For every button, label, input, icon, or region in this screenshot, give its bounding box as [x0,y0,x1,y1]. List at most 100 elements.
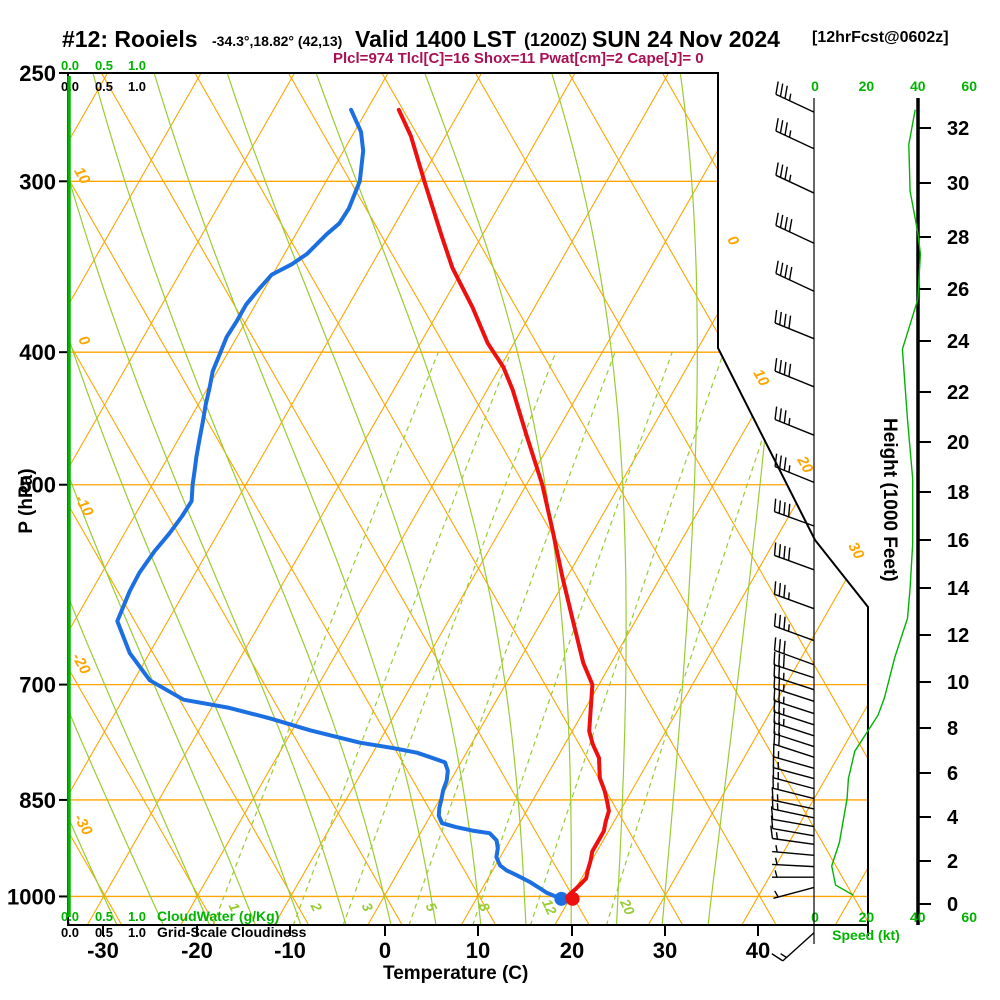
cloudwater-scale-top: 0.5 [95,58,113,73]
mixing-ratio-label: 12 [539,896,560,917]
parcel-parameters: Plcl=974 Tlcl[C]=16 Shox=11 Pwat[cm]=2 C… [333,50,704,67]
temp-tick-label: 10 [466,938,490,963]
dry-adiabat-line [381,73,868,925]
cloudiness-scale-bottom: 0.0 [61,925,79,940]
height-axis-title: Height (1000 Feet) [879,418,900,582]
moist-adiabat-line [420,73,572,925]
cloudiness-scale-bottom: 1.0 [128,925,146,940]
plot-frame [67,72,869,926]
height-tick-label: 24 [947,331,970,353]
isotherm-line [86,73,576,925]
mixing-ratio-line [292,351,512,925]
pressure-tick-label: 1000 [7,884,56,909]
temperature-curve [396,107,611,901]
moist-adiabat-line [68,73,302,925]
moist-adiabat-line [68,73,119,925]
dry-adiabat-label: -30 [70,811,96,839]
pressure-tick-label: 500 [19,473,56,498]
isotherm-line [273,73,763,925]
moist-adiabat-line [707,73,792,925]
height-tick-label: 16 [947,530,969,552]
forecast-tag: [12hrFcst@0602z] [812,29,949,46]
plot-area [0,73,868,925]
dry-adiabat-line [68,73,310,925]
dewpoint-curve-surface-dot [554,891,569,906]
moist-adiabat-line [68,73,348,925]
dry-adiabat-line [68,73,123,925]
height-tick-label: 18 [947,482,969,504]
pressure-tick-label: 700 [19,673,56,698]
speed-scale-top: 20 [859,78,875,94]
cloudwater-scale-top: 1.0 [128,58,146,73]
height-tick-label: 30 [947,173,969,195]
moist-adiabat-line [68,73,257,925]
height-tick-label: 4 [947,807,959,829]
dry-adiabat-line [68,73,497,925]
dry-adiabat-label: 10 [70,164,93,188]
temp-tick-label: -30 [87,938,119,963]
mixing-ratio-label: 5 [423,900,441,914]
moist-adiabat-line [223,73,482,925]
cloudiness-axis-label: Grid-Scale Cloudiness [157,924,307,940]
dry-adiabat-line [100,73,590,925]
valid-zulu: (1200Z) [524,30,588,50]
height-tick-label: 2 [947,851,958,873]
speed-scale-bottom: 60 [961,909,977,925]
height-tick-label: 22 [947,382,969,404]
temperature-curve-surface-dot [565,891,580,906]
height-tick-label: 10 [947,672,969,694]
mixing-ratio-label: 2 [307,899,325,914]
isotherm-line [741,73,868,925]
mixing-ratio-line [529,352,725,925]
mixing-ratio-label: 20 [617,896,639,918]
speed-scale-bottom: 40 [910,909,926,925]
cloudiness-scale-top: 0.5 [95,79,113,94]
speed-axis-label: Speed (kt) [832,927,900,943]
dry-adiabat-line [287,73,777,925]
cloudwater-axis-label: CloudWater (g/Kg) [157,908,279,924]
moist-adiabat-line [150,73,437,925]
cloudiness-scale-top: 1.0 [128,79,146,94]
isotherm-label: 10 [749,366,772,390]
speed-scale-bottom: 20 [859,909,875,925]
height-tick-label: 8 [947,718,958,740]
isotherm-line [647,73,868,925]
moist-adiabat-line [89,73,392,925]
moist-adiabat-line [68,73,211,925]
mixing-ratio-line [472,351,673,925]
moist-adiabat-line [68,73,165,925]
isotherm-line [180,73,670,925]
pressure-tick-label: 300 [19,169,56,194]
speed-scale-top: 0 [811,78,819,94]
dry-adiabat-line [68,73,403,925]
height-tick-label: 6 [947,763,958,785]
station-coords: -34.3°,18.82° (42,13) [212,33,343,49]
temp-tick-label: 30 [653,938,677,963]
height-tick-label: 0 [947,894,958,916]
station-title: #12: Rooiels [62,26,198,52]
dewpoint-curve [115,107,564,901]
height-tick-label: 12 [947,625,969,647]
moist-adiabat-line [661,73,698,925]
height-tick-label: 32 [947,118,969,140]
dry-adiabat-line [474,73,868,925]
isotherm-line [68,73,296,925]
cloudwater-scale-bottom: 0.5 [95,909,113,924]
cloudiness-scale-bottom: 0.5 [95,925,113,940]
isotherm-line [68,73,483,925]
isotherm-line [0,73,14,925]
temp-tick-label: -20 [181,938,213,963]
mixing-ratio-line [605,352,792,925]
isotherm-label: 20 [793,452,817,476]
pressure-tick-label: 250 [19,61,56,86]
temp-tick-label: 20 [560,938,584,963]
speed-scale-bottom: 0 [811,909,819,925]
speed-scale-top: 40 [910,78,926,94]
mixing-ratio-line [342,351,557,925]
dry-adiabat-line [68,73,216,925]
isotherm-label: 30 [844,539,867,563]
dry-adiabat-label: 0 [74,333,93,349]
height-tick-label: 14 [947,578,970,600]
